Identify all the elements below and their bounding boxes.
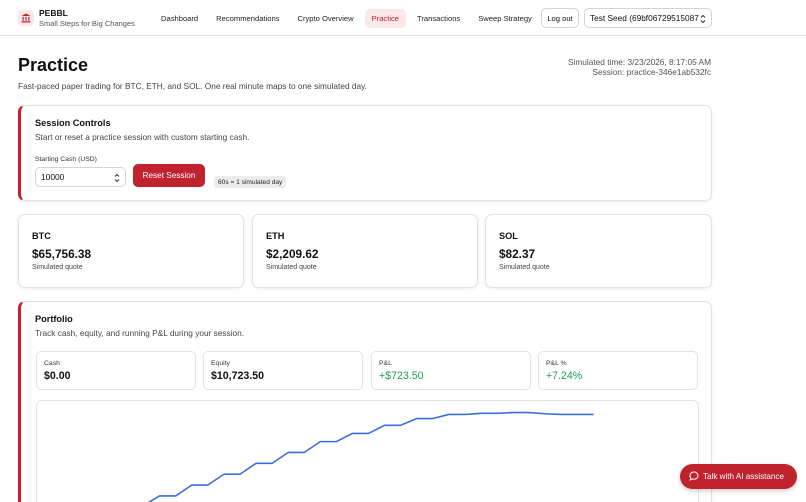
nav-transactions[interactable]: Transactions bbox=[417, 14, 461, 23]
metric-cash: Cash $0.00 bbox=[36, 351, 196, 390]
chat-bubble-icon bbox=[689, 471, 699, 481]
quote-note: Simulated quote bbox=[499, 264, 550, 271]
metric-label: P&L bbox=[379, 360, 392, 367]
logout-button[interactable]: Log out bbox=[541, 8, 579, 28]
equity-chart bbox=[36, 400, 699, 502]
nav-practice[interactable]: Practice bbox=[364, 9, 407, 28]
portfolio-card: Portfolio Track cash, equity, and runnin… bbox=[18, 301, 712, 502]
equity-chart-svg bbox=[147, 411, 594, 502]
ai-assistant-button[interactable]: Talk with AI assistance bbox=[680, 464, 797, 489]
ai-assistant-label: Talk with AI assistance bbox=[703, 472, 784, 481]
nav-sweep-strategy[interactable]: Sweep Strategy bbox=[478, 14, 532, 23]
quote-note: Simulated quote bbox=[266, 264, 317, 271]
session-controls-title: Session Controls bbox=[35, 118, 111, 128]
main-nav: Dashboard Recommendations Crypto Overvie… bbox=[154, 9, 539, 28]
quote-symbol: SOL bbox=[499, 231, 518, 241]
session-id: Session: practice-346e1ab532fc bbox=[592, 67, 711, 77]
quote-price: $82.37 bbox=[499, 247, 536, 261]
simulated-time: Simulated time: 3/23/2026, 8:17:05 AM bbox=[568, 57, 711, 67]
quote-price: $65,756.38 bbox=[32, 247, 92, 261]
page-title: Practice bbox=[18, 55, 89, 75]
quote-card-sol: SOL $82.37 Simulated quote bbox=[485, 214, 712, 288]
nav-crypto-overview[interactable]: Crypto Overview bbox=[297, 14, 354, 23]
simulated-day-badge: 60s = 1 simulated day bbox=[214, 176, 287, 188]
stepper-icon[interactable] bbox=[114, 173, 120, 183]
starting-cash-input[interactable]: 10000 bbox=[35, 167, 126, 187]
starting-cash-label: Starting Cash (USD) bbox=[35, 156, 97, 163]
session-controls-subtitle: Start or reset a practice session with c… bbox=[35, 132, 250, 142]
quote-card-eth: ETH $2,209.62 Simulated quote bbox=[252, 214, 478, 288]
quote-symbol: BTC bbox=[32, 231, 51, 241]
quote-symbol: ETH bbox=[266, 231, 285, 241]
brand-tagline: Small Steps for Big Changes bbox=[39, 19, 135, 28]
metric-value: +$723.50 bbox=[379, 370, 424, 382]
nav-recommendations[interactable]: Recommendations bbox=[216, 14, 280, 23]
nav-dashboard[interactable]: Dashboard bbox=[161, 14, 199, 23]
equity-series-line-0 bbox=[147, 411, 594, 502]
metric-pnl: P&L +$723.50 bbox=[371, 351, 531, 390]
portfolio-subtitle: Track cash, equity, and running P&L duri… bbox=[35, 328, 245, 338]
top-bar: PEBBL Small Steps for Big Changes Dashbo… bbox=[0, 0, 806, 36]
quote-card-btc: BTC $65,756.38 Simulated quote bbox=[18, 214, 244, 288]
session-controls-card: Session Controls Start or reset a practi… bbox=[18, 105, 712, 201]
reset-session-button[interactable]: Reset Session bbox=[133, 164, 205, 187]
chevron-updown-icon bbox=[700, 14, 706, 24]
quote-note: Simulated quote bbox=[32, 264, 83, 271]
user-select[interactable]: Test Seed (69bf06729515087 bbox=[584, 8, 712, 28]
metric-value: $0.00 bbox=[44, 370, 71, 382]
metric-value: $10,723.50 bbox=[211, 370, 265, 382]
metric-label: Equity bbox=[211, 360, 230, 367]
metric-label: Cash bbox=[44, 360, 60, 367]
bank-icon bbox=[18, 10, 34, 26]
metric-equity: Equity $10,723.50 bbox=[203, 351, 363, 390]
metric-value: +7.24% bbox=[546, 370, 583, 382]
brand-name[interactable]: PEBBL bbox=[39, 8, 68, 18]
starting-cash-value: 10000 bbox=[41, 172, 65, 182]
page-subtitle: Fast-paced paper trading for BTC, ETH, a… bbox=[18, 81, 367, 91]
portfolio-title: Portfolio bbox=[35, 314, 73, 324]
user-select-value: Test Seed (69bf06729515087 bbox=[590, 13, 699, 23]
metric-pnl-percent: P&L % +7.24% bbox=[538, 351, 698, 390]
metric-label: P&L % bbox=[546, 360, 567, 367]
quote-price: $2,209.62 bbox=[266, 247, 319, 261]
